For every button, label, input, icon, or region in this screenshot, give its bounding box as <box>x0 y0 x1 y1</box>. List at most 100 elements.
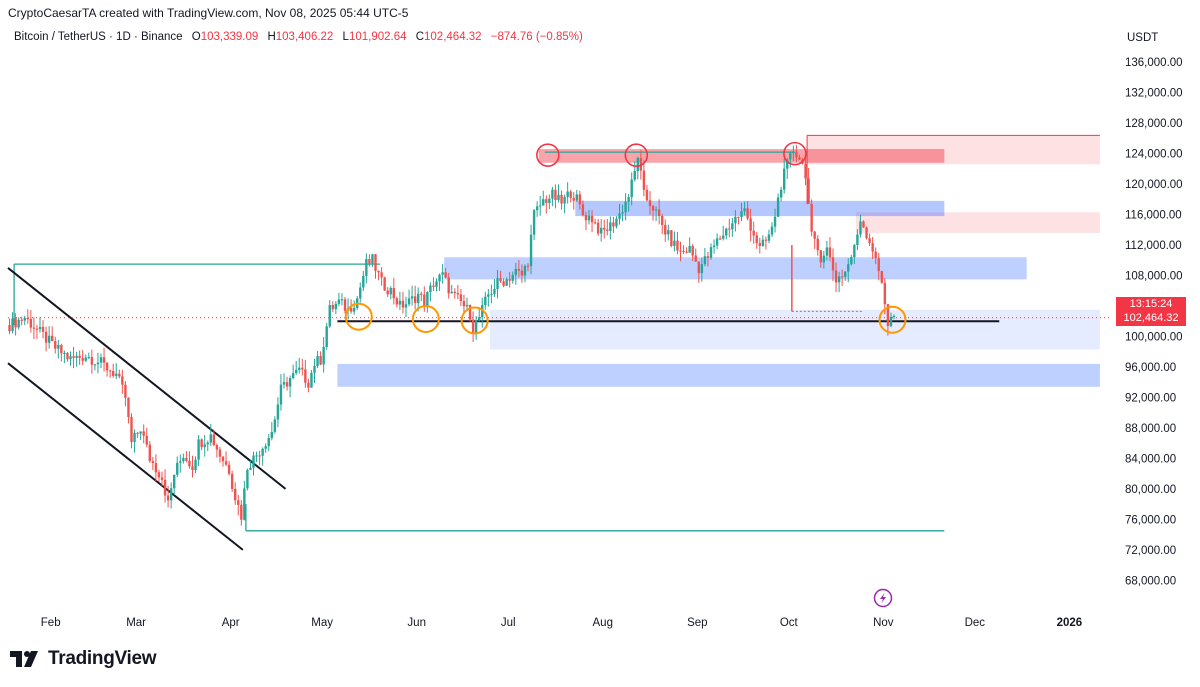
candle[interactable] <box>847 258 850 283</box>
candle[interactable] <box>679 241 682 262</box>
candle[interactable] <box>654 206 658 222</box>
candle[interactable] <box>29 309 33 333</box>
candle[interactable] <box>450 285 453 294</box>
candle[interactable] <box>770 222 774 238</box>
candle[interactable] <box>761 235 765 247</box>
candle[interactable] <box>487 289 490 307</box>
candle[interactable] <box>96 352 100 374</box>
top-marker-circle[interactable] <box>536 143 560 167</box>
candle[interactable] <box>813 230 816 250</box>
candle[interactable] <box>535 201 539 217</box>
candle[interactable] <box>145 427 148 448</box>
currency-label[interactable]: USDT <box>1127 32 1159 44</box>
candle[interactable] <box>413 285 417 310</box>
candle[interactable] <box>676 231 679 255</box>
candle[interactable] <box>606 219 609 236</box>
candle[interactable] <box>502 278 505 288</box>
candle[interactable] <box>685 247 688 254</box>
candle[interactable] <box>362 270 365 292</box>
candle[interactable] <box>105 362 109 377</box>
candle[interactable] <box>657 199 661 225</box>
candle[interactable] <box>258 450 261 466</box>
candle[interactable] <box>169 482 173 509</box>
candle[interactable] <box>133 429 136 453</box>
candle[interactable] <box>206 440 209 451</box>
candle[interactable] <box>569 189 572 203</box>
candle[interactable] <box>560 190 563 210</box>
candle[interactable] <box>389 286 392 300</box>
candle[interactable] <box>66 352 69 362</box>
candle[interactable] <box>179 454 182 473</box>
candle[interactable] <box>301 358 304 376</box>
candle[interactable] <box>648 191 652 215</box>
candle[interactable] <box>795 144 798 162</box>
candle[interactable] <box>892 314 896 320</box>
candle[interactable] <box>508 272 511 288</box>
candle[interactable] <box>270 422 273 441</box>
candle[interactable] <box>386 287 389 298</box>
candle[interactable] <box>246 468 249 491</box>
candle[interactable] <box>273 416 277 434</box>
candle[interactable] <box>47 326 51 349</box>
candle[interactable] <box>395 296 399 308</box>
candle[interactable] <box>862 220 865 228</box>
candle[interactable] <box>511 271 514 284</box>
candle[interactable] <box>322 337 325 373</box>
candle[interactable] <box>755 232 758 249</box>
candle[interactable] <box>23 315 26 326</box>
candle[interactable] <box>230 470 234 492</box>
candle[interactable] <box>264 443 267 453</box>
candle[interactable] <box>740 202 743 222</box>
candle[interactable] <box>844 271 847 281</box>
candle[interactable] <box>392 277 395 305</box>
candle[interactable] <box>886 303 890 336</box>
candle[interactable] <box>166 485 170 508</box>
candle[interactable] <box>249 460 252 471</box>
candle[interactable] <box>188 451 191 469</box>
candle[interactable] <box>700 257 704 282</box>
candle[interactable] <box>325 322 328 350</box>
candle[interactable] <box>746 201 749 221</box>
candle[interactable] <box>334 301 338 315</box>
support-zone-light[interactable] <box>489 309 1100 350</box>
candle[interactable] <box>337 292 341 307</box>
candle[interactable] <box>865 226 868 240</box>
candle[interactable] <box>331 301 334 312</box>
candle[interactable] <box>377 270 380 281</box>
candle[interactable] <box>432 277 435 292</box>
candle[interactable] <box>636 156 639 180</box>
candle[interactable] <box>191 455 194 478</box>
candle[interactable] <box>520 264 524 283</box>
candle[interactable] <box>837 271 841 293</box>
candle[interactable] <box>237 494 240 516</box>
candle[interactable] <box>453 288 456 299</box>
candle[interactable] <box>776 193 780 217</box>
candle[interactable] <box>557 184 560 203</box>
candle[interactable] <box>773 208 777 233</box>
candle[interactable] <box>664 219 667 242</box>
candle[interactable] <box>514 262 517 285</box>
candle[interactable] <box>490 284 493 304</box>
candle[interactable] <box>609 216 612 240</box>
candle[interactable] <box>758 237 761 254</box>
candle[interactable] <box>749 208 752 242</box>
candle[interactable] <box>551 186 554 207</box>
candle[interactable] <box>224 451 228 467</box>
candle[interactable] <box>426 291 429 313</box>
candle[interactable] <box>459 289 463 307</box>
candle[interactable] <box>38 317 42 333</box>
candle[interactable] <box>285 376 289 391</box>
support-marker-circle[interactable] <box>878 305 907 334</box>
candle[interactable] <box>20 316 23 326</box>
candle[interactable] <box>889 312 893 328</box>
candle[interactable] <box>438 273 441 291</box>
candle[interactable] <box>176 456 179 478</box>
top-marker-circle[interactable] <box>783 141 807 166</box>
candle[interactable] <box>410 285 414 306</box>
candle[interactable] <box>69 351 72 366</box>
candle[interactable] <box>590 209 594 233</box>
candle[interactable] <box>474 315 478 340</box>
candle[interactable] <box>44 326 48 352</box>
candle[interactable] <box>310 369 313 388</box>
